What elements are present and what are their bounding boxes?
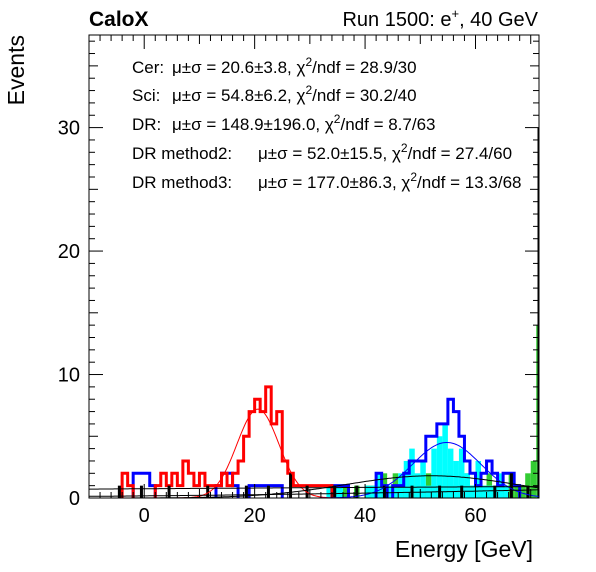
dr_method2-bar <box>486 485 493 498</box>
x-axis-label: Energy [GeV] <box>395 536 533 562</box>
x-tick-label: 0 <box>139 505 150 527</box>
legend-chi-sup: 2 <box>334 112 341 126</box>
dr_method2-bar <box>464 473 470 498</box>
legend-chi: χ <box>392 144 401 163</box>
legend-chi-sup: 2 <box>305 83 312 97</box>
sci-step <box>391 397 522 498</box>
legend-label: DR method3: <box>132 173 232 192</box>
dr_method2-bar <box>503 485 509 498</box>
legend-stats: μ±σ = 148.9±196.0, χ2/ndf = 8.7/63 <box>172 112 435 134</box>
x-tick-label: 20 <box>244 505 266 527</box>
legend-mu-sigma: μ±σ = 54.8±6.2, <box>172 86 297 105</box>
legend-label: DR method2: <box>132 144 232 163</box>
legend-stats: μ±σ = 52.0±15.5, χ2/ndf = 27.4/60 <box>258 141 512 163</box>
sci-step <box>247 484 284 498</box>
cer-step <box>120 471 135 498</box>
dr_method2-bar <box>392 485 399 498</box>
legend-chi: χ <box>401 173 410 192</box>
legend-label: Sci: <box>132 86 160 105</box>
legend-ndf: /ndf = 28.9/30 <box>312 58 416 77</box>
dr_method3-bar <box>342 485 349 498</box>
dr_method2-bar <box>420 460 426 498</box>
legend-stats: μ±σ = 177.0±86.3, χ2/ndf = 13.3/68 <box>258 170 521 192</box>
dr_method2-bar <box>376 473 382 498</box>
y-tick-label: 0 <box>69 488 80 510</box>
fit-sci <box>89 442 539 498</box>
dr_method2-bar <box>409 448 415 498</box>
legend-chi: χ <box>297 86 306 105</box>
dr_method2-bar <box>447 448 454 498</box>
y-tick-label: 10 <box>58 365 80 387</box>
x-tick-label: 60 <box>464 505 486 527</box>
legend-ndf: /ndf = 13.3/68 <box>417 173 521 192</box>
legend-ndf: /ndf = 27.4/60 <box>408 144 512 163</box>
legend-chi-sup: 2 <box>410 170 417 184</box>
dr_method2-bar <box>370 485 377 498</box>
fit-cer <box>89 408 539 498</box>
dr_method2-bar <box>442 423 448 498</box>
legend-ndf: /ndf = 30.2/40 <box>312 86 416 105</box>
legend-mu-sigma: μ±σ = 20.6±3.8, <box>172 58 297 77</box>
legend-label: DR: <box>132 115 161 134</box>
dr_method3-bar <box>514 485 520 498</box>
legend: Cer: μ±σ = 20.6±3.8, χ2/ndf = 28.9/30Sci… <box>132 55 521 192</box>
legend-ndf: /ndf = 8.7/63 <box>340 115 435 134</box>
dr_method2-bar <box>337 485 343 498</box>
dr_method2-bar <box>414 473 421 498</box>
legend-mu-sigma: μ±σ = 148.9±196.0, <box>172 115 325 134</box>
dr_method3-bar <box>530 460 537 498</box>
dr_method2-bar <box>453 460 459 498</box>
dr_method2-bar <box>481 485 487 498</box>
legend-mu-sigma: μ±σ = 52.0±15.5, <box>258 144 392 163</box>
y-tick-label: 30 <box>58 118 80 140</box>
experiment-label: CaloX <box>89 8 149 31</box>
histogram-layer <box>117 127 539 498</box>
run-label-sup: + <box>451 6 459 21</box>
dr_method2-bar <box>326 485 332 498</box>
y-tick-label: 20 <box>58 241 80 263</box>
legend-chi: χ <box>325 115 334 134</box>
y-axis-label: Events <box>3 35 29 105</box>
dr_method2-bar <box>403 460 410 498</box>
dr_method2-bar <box>365 485 371 498</box>
legend-chi-sup: 2 <box>401 141 408 155</box>
dr_method3-bar <box>519 485 526 498</box>
legend-stats: μ±σ = 54.8±6.2, χ2/ndf = 30.2/40 <box>172 83 417 105</box>
legend-chi-sup: 2 <box>305 55 312 69</box>
dr_method2-bar <box>458 448 465 498</box>
run-label: Run 1500: e+, 40 GeV <box>342 6 538 31</box>
dr_method2-bar <box>469 485 476 498</box>
dr_method2-bar <box>431 448 437 498</box>
dr_method2-bar <box>436 436 443 498</box>
dr_method2-bar <box>475 460 482 498</box>
legend-chi: χ <box>297 58 306 77</box>
dr_method2-bar <box>387 485 393 498</box>
legend-label: Cer: <box>132 58 164 77</box>
legend-stats: μ±σ = 20.6±3.8, χ2/ndf = 28.9/30 <box>172 55 417 77</box>
run-label-rest: , 40 GeV <box>459 9 539 31</box>
run-label-main: Run 1500: e <box>342 9 451 31</box>
fit-dr_method3 <box>89 489 539 497</box>
axis-ticks: 0 20 40 60 0 10 20 30 <box>58 35 539 527</box>
plot-frame <box>88 34 540 499</box>
legend-mu-sigma: μ±σ = 177.0±86.3, <box>258 173 401 192</box>
fit-dr <box>89 486 539 490</box>
x-tick-label: 40 <box>354 505 376 527</box>
